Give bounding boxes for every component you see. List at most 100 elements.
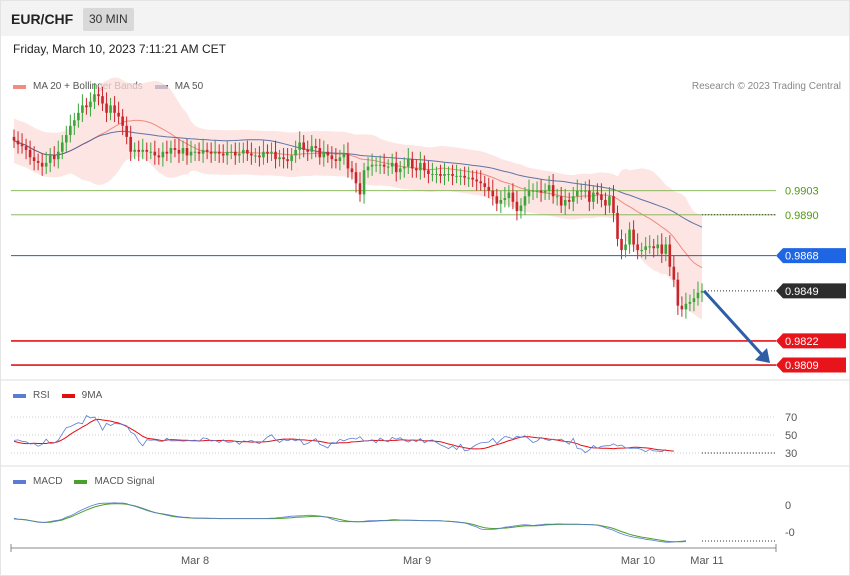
symbol-title: EUR/CHF bbox=[11, 11, 74, 27]
candle-body bbox=[149, 151, 153, 153]
rsi-level-label: 30 bbox=[785, 448, 797, 460]
candle-body bbox=[274, 151, 277, 160]
candle-body bbox=[588, 190, 591, 202]
candle-body bbox=[423, 162, 426, 171]
candle-body bbox=[523, 196, 527, 206]
candle-body bbox=[209, 151, 213, 154]
candle-body bbox=[563, 199, 567, 206]
candle-body bbox=[153, 151, 157, 156]
macd-signal-line bbox=[13, 503, 686, 543]
candle-body bbox=[382, 164, 386, 167]
candle-body bbox=[221, 153, 225, 156]
support-label: 0.9809 bbox=[785, 360, 819, 372]
candle-body bbox=[471, 177, 474, 180]
candle-body bbox=[571, 196, 575, 202]
candle-body bbox=[672, 266, 676, 280]
candle-body bbox=[467, 177, 470, 179]
candle-body bbox=[475, 179, 478, 182]
candle-body bbox=[254, 155, 257, 157]
candle-body bbox=[394, 162, 398, 173]
candle-body bbox=[370, 164, 374, 167]
candle-body bbox=[157, 155, 161, 158]
candle-body bbox=[398, 168, 402, 173]
candle-body bbox=[696, 292, 700, 299]
candle-body bbox=[73, 120, 76, 126]
candles-group bbox=[12, 83, 704, 319]
candle-body bbox=[390, 162, 394, 167]
candle-body bbox=[386, 166, 390, 168]
candle-body bbox=[374, 164, 378, 166]
macd-level-label: -0 bbox=[785, 527, 795, 539]
candle-body bbox=[648, 246, 651, 248]
last-price-tag bbox=[776, 283, 846, 299]
candle-body bbox=[225, 151, 229, 156]
candle-body bbox=[97, 94, 100, 97]
candle-body bbox=[314, 146, 318, 149]
candle-body bbox=[656, 244, 660, 249]
candle-body bbox=[181, 148, 185, 154]
legend-item-macd-signal: MACD Signal bbox=[74, 476, 154, 487]
candle-body bbox=[318, 148, 322, 158]
candle-body bbox=[250, 153, 253, 156]
candle-body bbox=[584, 190, 587, 192]
candle-body bbox=[664, 244, 668, 254]
candle-body bbox=[101, 96, 104, 104]
candle-body bbox=[24, 146, 28, 150]
candle-body bbox=[406, 159, 410, 167]
candle-body bbox=[302, 142, 305, 150]
candle-body bbox=[551, 185, 555, 197]
resistance-label: 0.9903 bbox=[785, 186, 819, 198]
support-tag bbox=[776, 357, 846, 373]
candle-body bbox=[193, 151, 197, 153]
legend-item-rsi-ma: 9MA bbox=[61, 390, 102, 401]
candle-body bbox=[173, 148, 177, 150]
candle-body bbox=[69, 125, 72, 136]
candle-body bbox=[559, 196, 563, 206]
candle-body bbox=[242, 149, 245, 154]
candle-body bbox=[435, 174, 438, 175]
candle-body bbox=[310, 146, 314, 152]
macd-legend: MACD MACD Signal bbox=[13, 476, 166, 487]
timeframe-button[interactable]: 30 MIN bbox=[83, 8, 134, 31]
candle-body bbox=[161, 151, 165, 158]
candle-body bbox=[692, 298, 696, 302]
rsi-level-label: 70 bbox=[785, 412, 797, 424]
candle-body bbox=[447, 174, 450, 175]
candle-body bbox=[44, 162, 48, 167]
candle-body bbox=[411, 159, 414, 169]
candle-body bbox=[616, 212, 619, 239]
candle-body bbox=[36, 161, 40, 163]
candle-body bbox=[306, 149, 310, 152]
support-label: 0.9822 bbox=[785, 336, 819, 348]
candle-body bbox=[85, 105, 88, 108]
candle-body bbox=[105, 103, 108, 113]
candle-body bbox=[515, 201, 519, 212]
candle-body bbox=[547, 185, 551, 191]
candle-body bbox=[246, 149, 249, 154]
bollinger-band bbox=[14, 77, 702, 320]
candle-body bbox=[16, 140, 20, 145]
candle-body bbox=[334, 159, 338, 162]
candle-body bbox=[427, 170, 430, 174]
last-price-label: 0.9849 bbox=[785, 286, 819, 298]
candle-body bbox=[543, 190, 547, 193]
candle-body bbox=[555, 196, 559, 198]
macd-line bbox=[13, 502, 686, 543]
candle-body bbox=[189, 151, 193, 156]
candle-body bbox=[600, 194, 603, 200]
x-tick-label: Mar 10 bbox=[621, 555, 655, 567]
candle-body bbox=[137, 149, 141, 152]
candle-body bbox=[32, 157, 36, 162]
candle-body bbox=[294, 149, 297, 156]
legend-item-rsi: RSI bbox=[13, 390, 50, 401]
candle-body bbox=[439, 174, 442, 176]
candle-body bbox=[535, 190, 539, 192]
projection-arrowhead bbox=[755, 348, 770, 364]
ma50-line bbox=[13, 130, 703, 228]
candle-body bbox=[322, 151, 326, 158]
candle-body bbox=[298, 142, 301, 150]
pivot-label: 0.9868 bbox=[785, 251, 819, 263]
legend-item-macd: MACD bbox=[13, 476, 62, 487]
candle-body bbox=[443, 174, 446, 176]
candle-body bbox=[362, 170, 366, 195]
